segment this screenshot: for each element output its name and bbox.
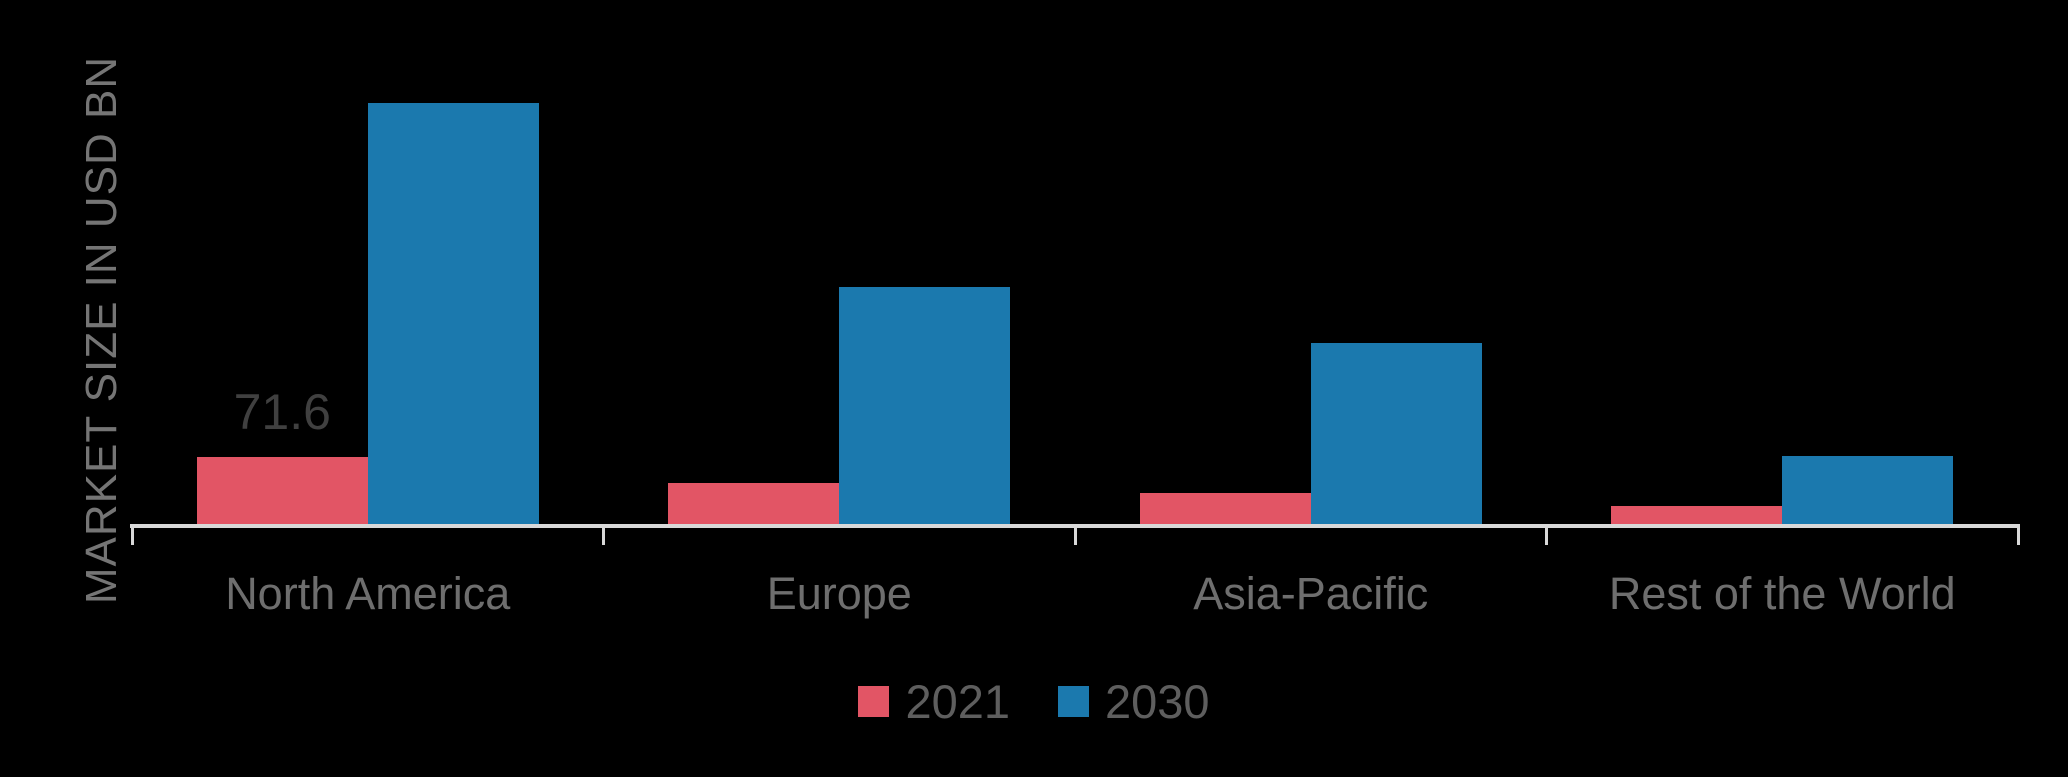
legend-label: 2021 [905,675,1010,728]
bar-pair [1139,343,1482,524]
bar-group-north-america: 71.6 [132,56,604,524]
bar-group-asia-pacific [1075,56,1547,524]
x-axis-label-europe: Europe [766,568,912,619]
legend-item-2030: 2030 [1058,678,1210,725]
bar-2021-north-america: 71.6 [196,384,368,524]
bar-2021-rest-of-the-world [1611,506,1783,524]
bar-2030-europe [839,287,1011,524]
bar-group-rest-of-the-world [1547,56,2019,524]
legend-label: 2030 [1105,675,1210,728]
x-axis-tick [1074,524,1077,545]
legend: 2021 2030 [0,678,2068,725]
x-axis-label-asia-pacific: Asia-Pacific [1193,568,1429,619]
legend-swatch-icon [1058,686,1089,717]
bar-2030-north-america [367,103,539,524]
x-axis-tick [131,524,134,545]
bar-2030-asia-pacific [1310,343,1482,524]
y-axis-title: MARKET SIZE IN USD BN [77,55,126,605]
bar-2030-rest-of-the-world [1782,456,1954,524]
legend-item-2021: 2021 [858,678,1010,725]
x-axis-tick [2017,524,2020,545]
data-label: 71.6 [233,384,331,440]
x-axis-tick [1545,524,1548,545]
x-axis-label-north-america: North America [225,568,511,619]
x-axis-tick [602,524,605,545]
bar-pair: 71.6 [196,103,539,524]
legend-swatch-icon [858,686,890,717]
bar-2021-asia-pacific [1139,493,1311,524]
bar-group-europe [604,56,1076,524]
x-axis-labels: North America Europe Asia-Pacific Rest of t… [132,566,2018,622]
x-axis-label-rest-of-the-world: Rest of the World [1608,568,1956,619]
bar-pair [1611,456,1954,524]
bar-pair [668,287,1011,524]
plot-area: 71.6 [132,56,2018,524]
bar-2021-europe [668,483,840,524]
